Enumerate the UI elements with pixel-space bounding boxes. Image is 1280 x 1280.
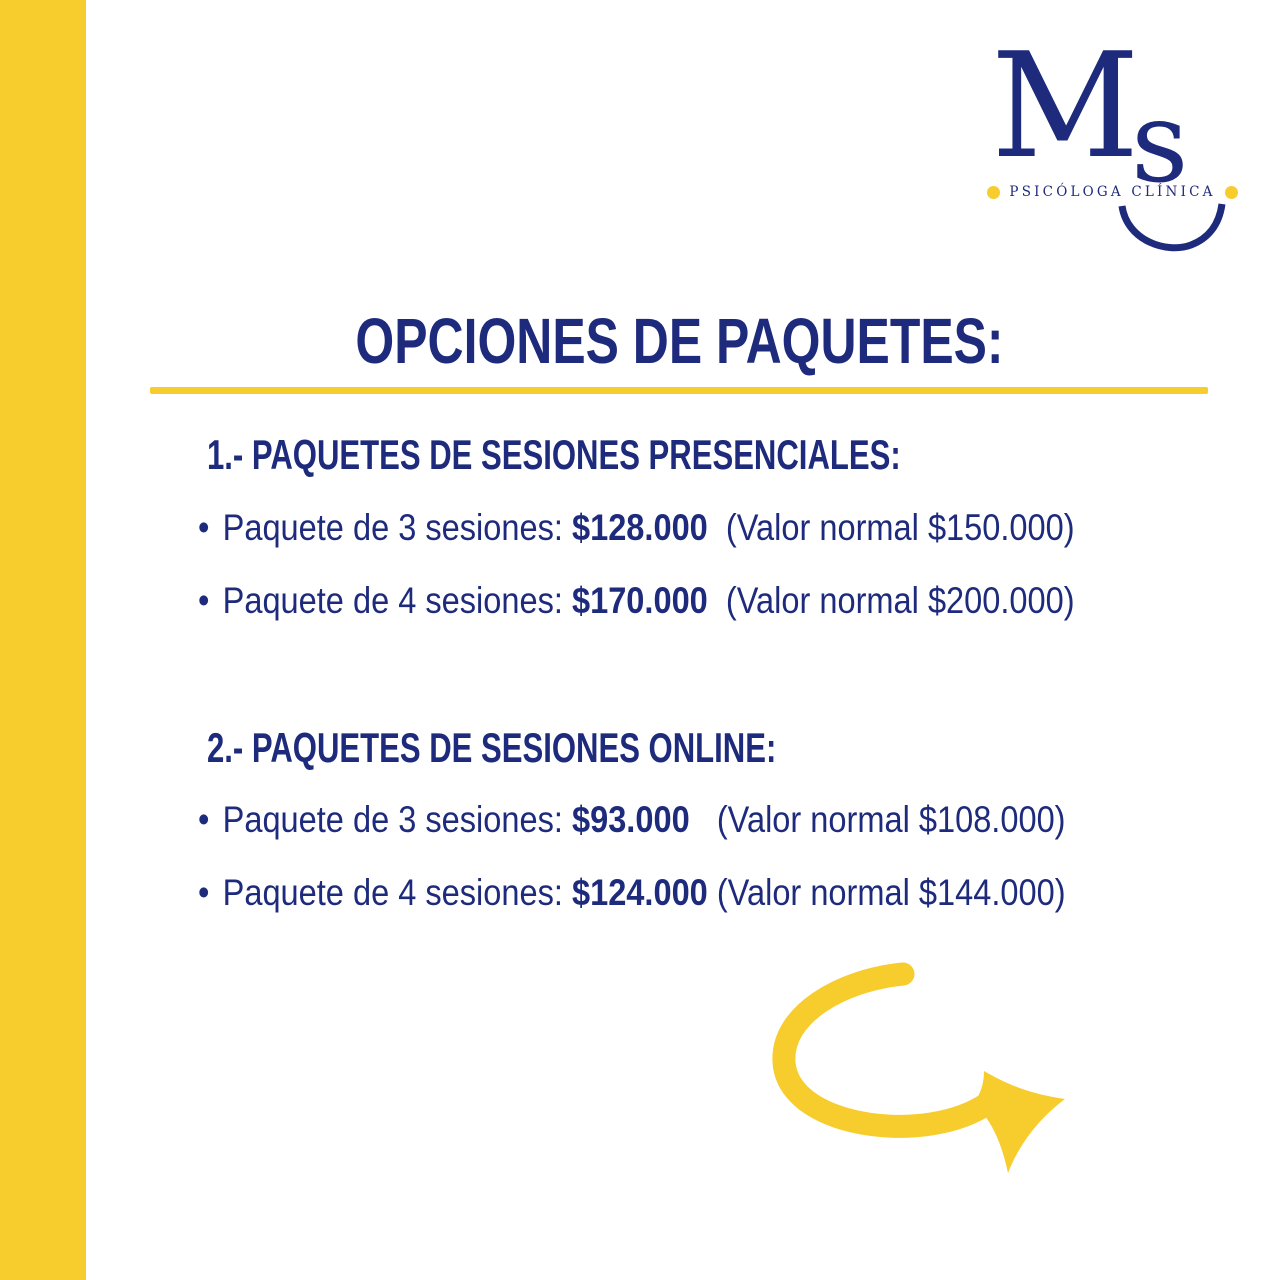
item-text: Paquete de 3 sesiones:: [222, 799, 572, 840]
page-title: OPCIONES DE PAQUETES:: [150, 301, 1208, 381]
logo-tagline: PSICÓLOGA CLÍNICA: [1009, 184, 1216, 200]
item-text: Paquete de 4 sesiones:: [222, 872, 572, 913]
bullet-icon: •: [198, 580, 210, 621]
logo-tagline-row: PSICÓLOGA CLÍNICA: [985, 184, 1240, 200]
bullet-icon: •: [198, 799, 210, 840]
item-price: $93.000: [571, 799, 690, 840]
logo-monogram-s: s: [1131, 78, 1189, 208]
item-note: (Valor normal $150.000): [707, 507, 1075, 548]
item-note: (Valor normal $200.000): [707, 580, 1075, 621]
bullet-item-presencial-3: • Paquete de 3 sesiones: $128.000 (Valor …: [198, 506, 1075, 550]
bullet-icon: •: [198, 872, 210, 913]
page-title-text: OPCIONES DE PAQUETES:: [354, 305, 1004, 377]
item-note: (Valor normal $144.000): [707, 872, 1066, 913]
bullet-icon: •: [198, 507, 210, 548]
logo: M s PSICÓLOGA CLÍNICA: [985, 34, 1240, 265]
left-accent-bar: [0, 0, 86, 1280]
bullet-item-online-3: • Paquete de 3 sesiones: $93.000 (Valor n…: [198, 798, 1066, 842]
logo-monogram-m: M: [991, 22, 1140, 191]
bullet-item-presencial-4: • Paquete de 4 sesiones: $170.000 (Valor …: [198, 579, 1075, 623]
bullet-item-online-4: • Paquete de 4 sesiones: $124.000 (Valor …: [198, 871, 1066, 915]
item-price: $124.000: [571, 872, 708, 913]
section-2-heading-text: 2.- PAQUETES DE SESIONES ONLINE:: [207, 724, 777, 771]
item-text: Paquete de 3 sesiones:: [222, 507, 572, 548]
item-note: (Valor normal $108.000): [689, 799, 1066, 840]
section-2-heading: 2.- PAQUETES DE SESIONES ONLINE:: [207, 724, 976, 772]
item-price: $128.000: [571, 507, 708, 548]
section-1-heading-text: 1.- PAQUETES DE SESIONES PRESENCIALES:: [207, 431, 901, 478]
item-text: Paquete de 4 sesiones:: [222, 580, 572, 621]
title-underline: [150, 387, 1208, 394]
yellow-dot-icon-right: [1224, 185, 1238, 199]
yellow-dot-icon-left: [987, 185, 1001, 199]
curved-arrow-icon: [772, 962, 1065, 1173]
logo-underline-curve-icon: [1118, 203, 1226, 252]
item-price: $170.000: [571, 580, 708, 621]
section-1-heading: 1.- PAQUETES DE SESIONES PRESENCIALES:: [207, 431, 1144, 479]
